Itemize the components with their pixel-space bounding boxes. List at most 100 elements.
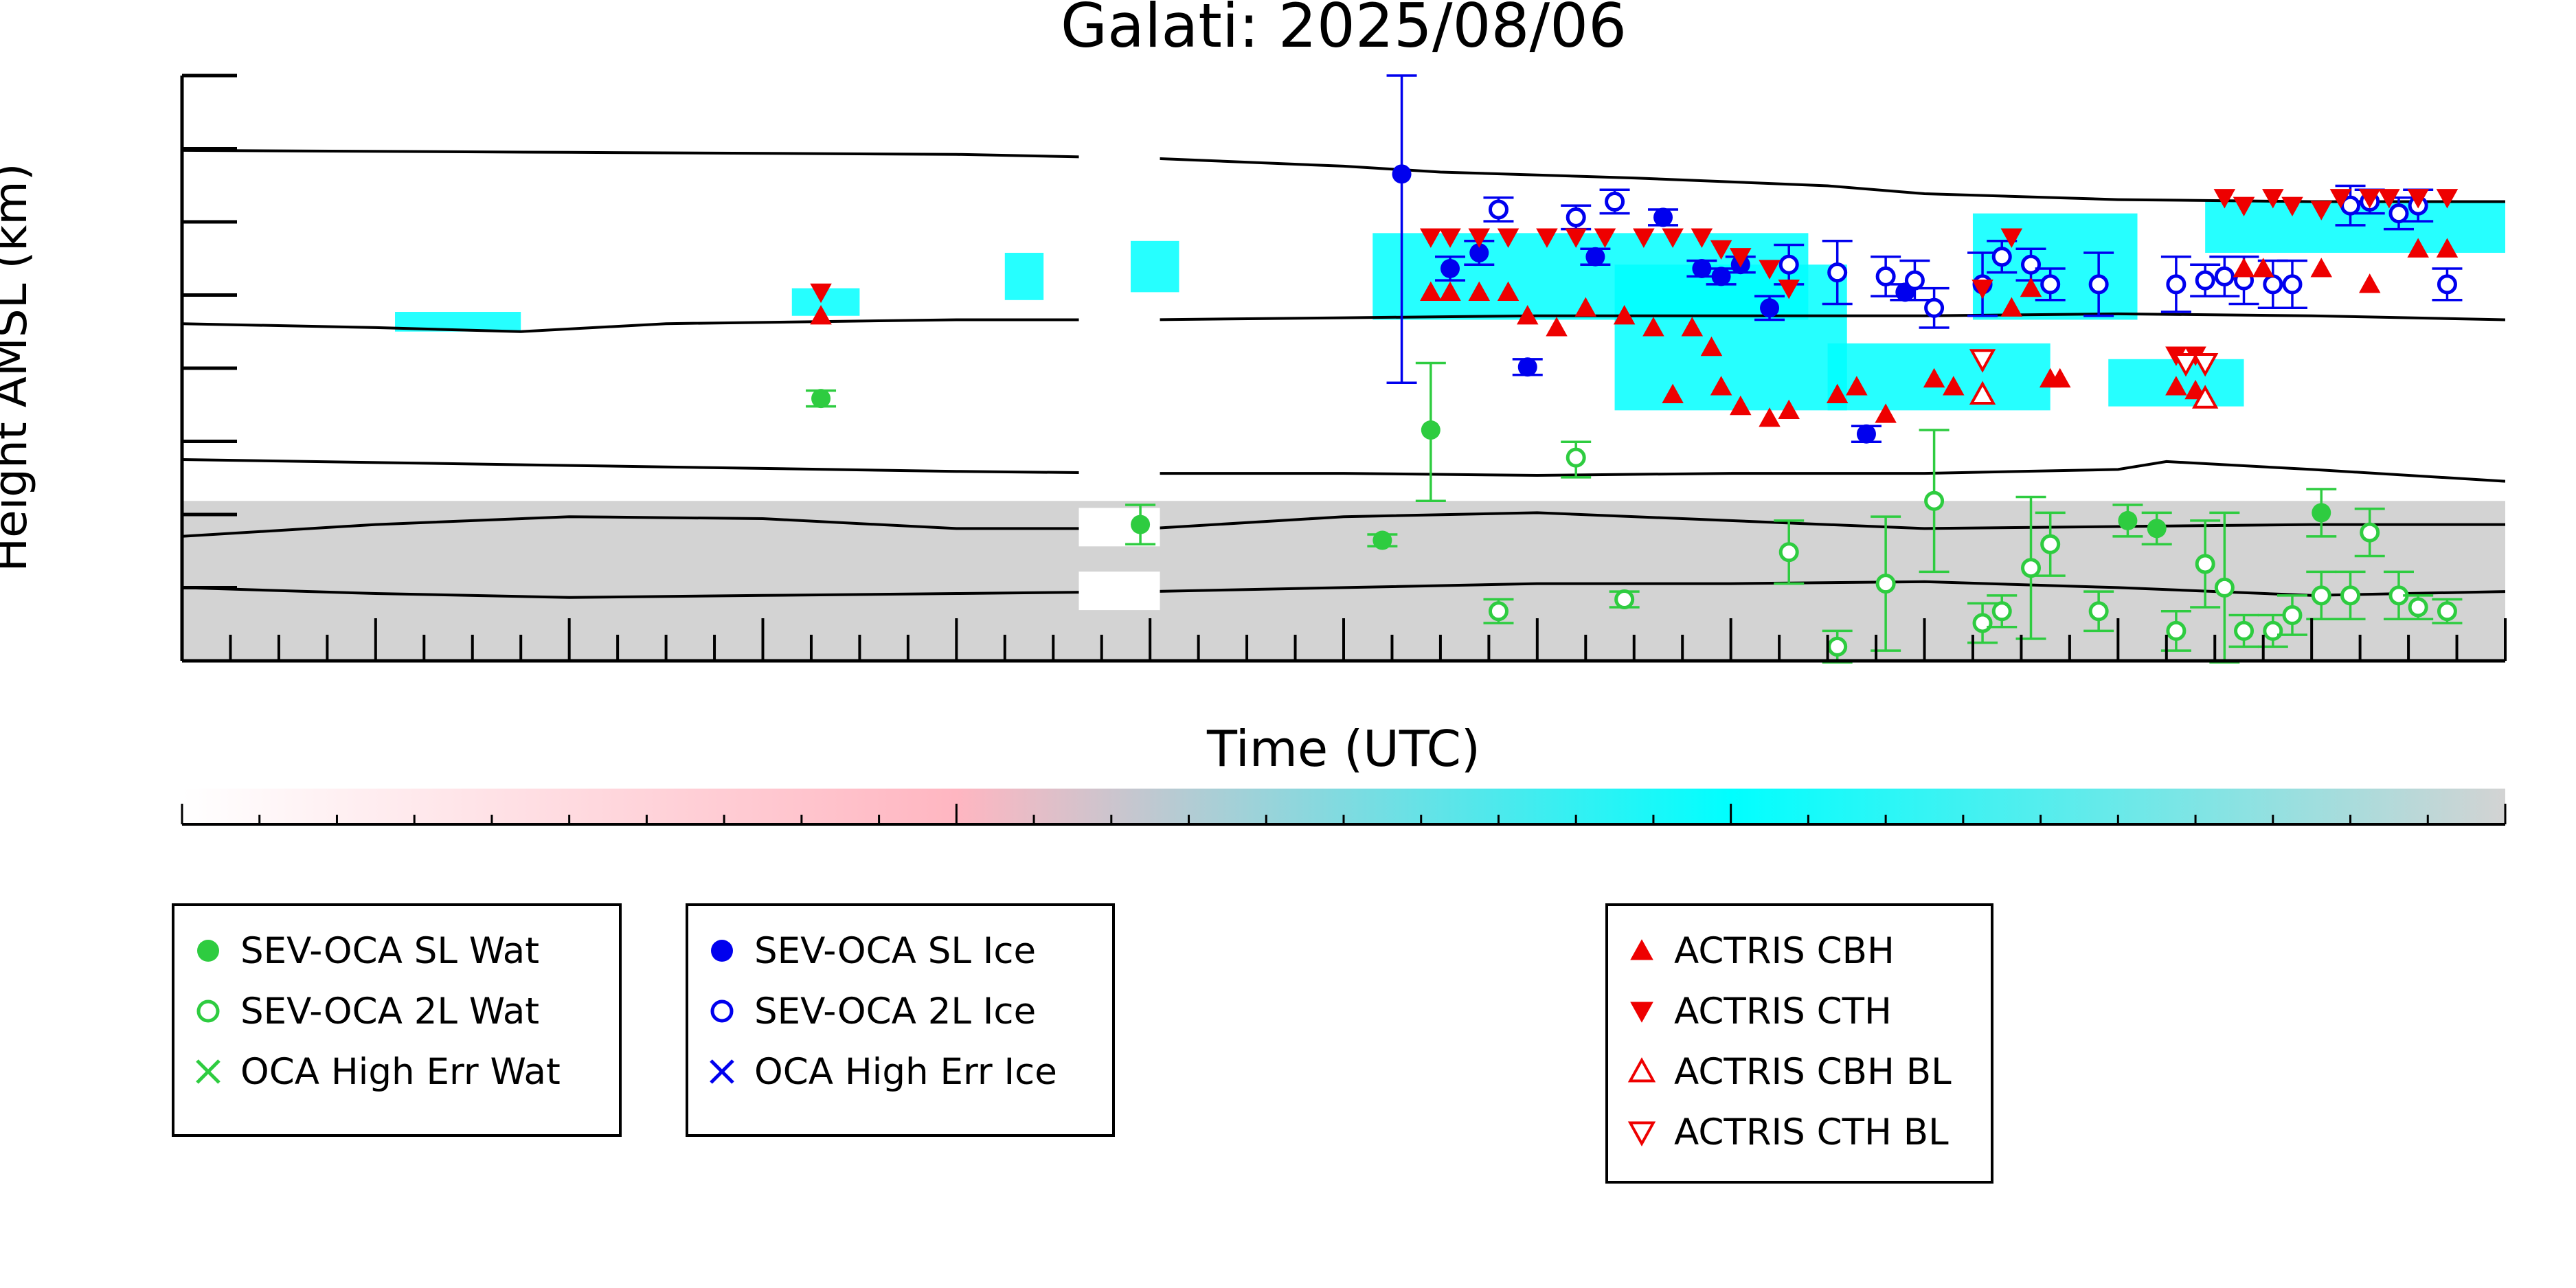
data-point bbox=[2310, 258, 2333, 278]
data-point bbox=[1778, 542, 1799, 563]
data-point bbox=[2262, 189, 2284, 209]
legend-marker bbox=[710, 999, 734, 1023]
data-point bbox=[1710, 376, 1732, 396]
data-point bbox=[1392, 164, 1412, 184]
classification-layer bbox=[182, 201, 2505, 661]
legend-item: OCA High Err Ice bbox=[702, 1048, 1057, 1096]
data-point bbox=[1516, 304, 1539, 325]
data-point bbox=[1566, 207, 1586, 227]
data-point bbox=[2214, 577, 2235, 598]
classification-region-ice bbox=[1614, 264, 1847, 411]
data-point bbox=[1497, 281, 1519, 301]
legend-label: ACTRIS CBH BL bbox=[1674, 1050, 1952, 1093]
data-point bbox=[1468, 228, 1491, 248]
data-point bbox=[810, 304, 832, 325]
data-point bbox=[1856, 424, 1876, 444]
data-point bbox=[1662, 383, 1684, 404]
data-point bbox=[1439, 281, 1461, 301]
data-point bbox=[1681, 317, 1704, 337]
data-point bbox=[811, 389, 831, 409]
data-point bbox=[2310, 201, 2333, 221]
data-point bbox=[2147, 519, 2167, 539]
data-point bbox=[1969, 381, 1996, 405]
data-point bbox=[1904, 270, 1925, 291]
data-point bbox=[1614, 589, 1635, 610]
data-point bbox=[1605, 191, 1625, 212]
data-point bbox=[2234, 620, 2255, 641]
data-point bbox=[1536, 228, 1558, 248]
data-point bbox=[1827, 262, 1848, 283]
data-point bbox=[2282, 605, 2303, 625]
data-point bbox=[1131, 515, 1151, 534]
data-point bbox=[1778, 399, 1800, 419]
legend-marker bbox=[710, 1059, 734, 1084]
data-point bbox=[2263, 274, 2283, 295]
contour-label-bg bbox=[1078, 299, 1160, 338]
data-point bbox=[2437, 601, 2457, 622]
legend-item: ACTRIS CBH BL bbox=[1622, 1048, 1952, 1096]
data-point bbox=[1585, 247, 1605, 267]
series-sev-oca-sl-ice bbox=[1386, 74, 1921, 444]
data-point bbox=[2020, 277, 2042, 297]
data-point bbox=[2166, 274, 2187, 295]
data-point bbox=[1546, 317, 1568, 337]
data-point bbox=[2172, 352, 2200, 377]
x-icon bbox=[710, 1059, 734, 1084]
legend-item: ACTRIS CTH BL bbox=[1622, 1108, 1949, 1156]
data-point bbox=[2195, 554, 2215, 574]
data-point bbox=[2088, 274, 2109, 295]
data-point bbox=[1594, 228, 1616, 248]
legend-marker bbox=[1627, 1121, 1656, 1146]
data-point bbox=[2281, 196, 2303, 216]
data-point bbox=[2040, 534, 2061, 554]
legend-item: SEV-OCA 2L Wat bbox=[188, 987, 539, 1035]
data-point bbox=[1662, 228, 1684, 248]
classification-region-ice bbox=[1004, 253, 1044, 300]
data-point bbox=[2088, 601, 2109, 622]
contour-label-bg bbox=[1078, 572, 1160, 611]
data-point bbox=[2040, 274, 2061, 295]
legend-item: SEV-OCA SL Ice bbox=[702, 927, 1036, 975]
data-point bbox=[1700, 336, 1723, 357]
data-point bbox=[1759, 260, 1781, 280]
data-point bbox=[2118, 510, 2138, 530]
x-icon bbox=[196, 1059, 221, 1084]
data-point bbox=[1923, 368, 1945, 388]
retrieval-markers bbox=[806, 74, 2463, 664]
data-point bbox=[1420, 228, 1442, 248]
data-point bbox=[2358, 189, 2381, 209]
data-point bbox=[1633, 228, 1655, 248]
data-point bbox=[1488, 199, 1509, 220]
data-point bbox=[2408, 597, 2428, 618]
legend-actris: ACTRIS CBH ACTRIS CTH ACTRIS CBH BL ACTRIS … bbox=[1605, 903, 1993, 1184]
legend-item: ACTRIS CTH bbox=[1622, 987, 1892, 1035]
x-axis-label: Time (UTC) bbox=[1206, 720, 1480, 778]
data-point bbox=[2021, 558, 2042, 578]
data-point bbox=[1760, 298, 1780, 318]
data-point bbox=[1469, 243, 1489, 263]
legend-label: ACTRIS CTH bbox=[1674, 990, 1892, 1032]
data-point bbox=[2360, 522, 2380, 543]
filled-circle-icon bbox=[197, 940, 219, 962]
data-point bbox=[1972, 613, 1993, 633]
data-point bbox=[1778, 280, 1800, 300]
data-point bbox=[1574, 297, 1597, 317]
data-point bbox=[1613, 304, 1636, 325]
data-point bbox=[1991, 247, 2012, 267]
legend-label: SEV-OCA SL Wat bbox=[240, 929, 539, 972]
data-point bbox=[2165, 376, 2187, 396]
data-point bbox=[2312, 503, 2331, 523]
filled-triangle-up-icon bbox=[1630, 939, 1653, 960]
data-point bbox=[1468, 281, 1491, 301]
legend-marker bbox=[196, 1059, 221, 1084]
contour-label-bg bbox=[1078, 452, 1160, 491]
data-point bbox=[1439, 228, 1461, 248]
data-point bbox=[2329, 189, 2352, 209]
legend-item: OCA High Err Wat bbox=[188, 1048, 561, 1096]
legend-item: SEV-OCA 2L Ice bbox=[702, 987, 1036, 1035]
legend-marker bbox=[197, 940, 219, 962]
data-point bbox=[2192, 385, 2219, 409]
filled-triangle-down-icon bbox=[1630, 1002, 1653, 1023]
data-point bbox=[2214, 266, 2235, 286]
